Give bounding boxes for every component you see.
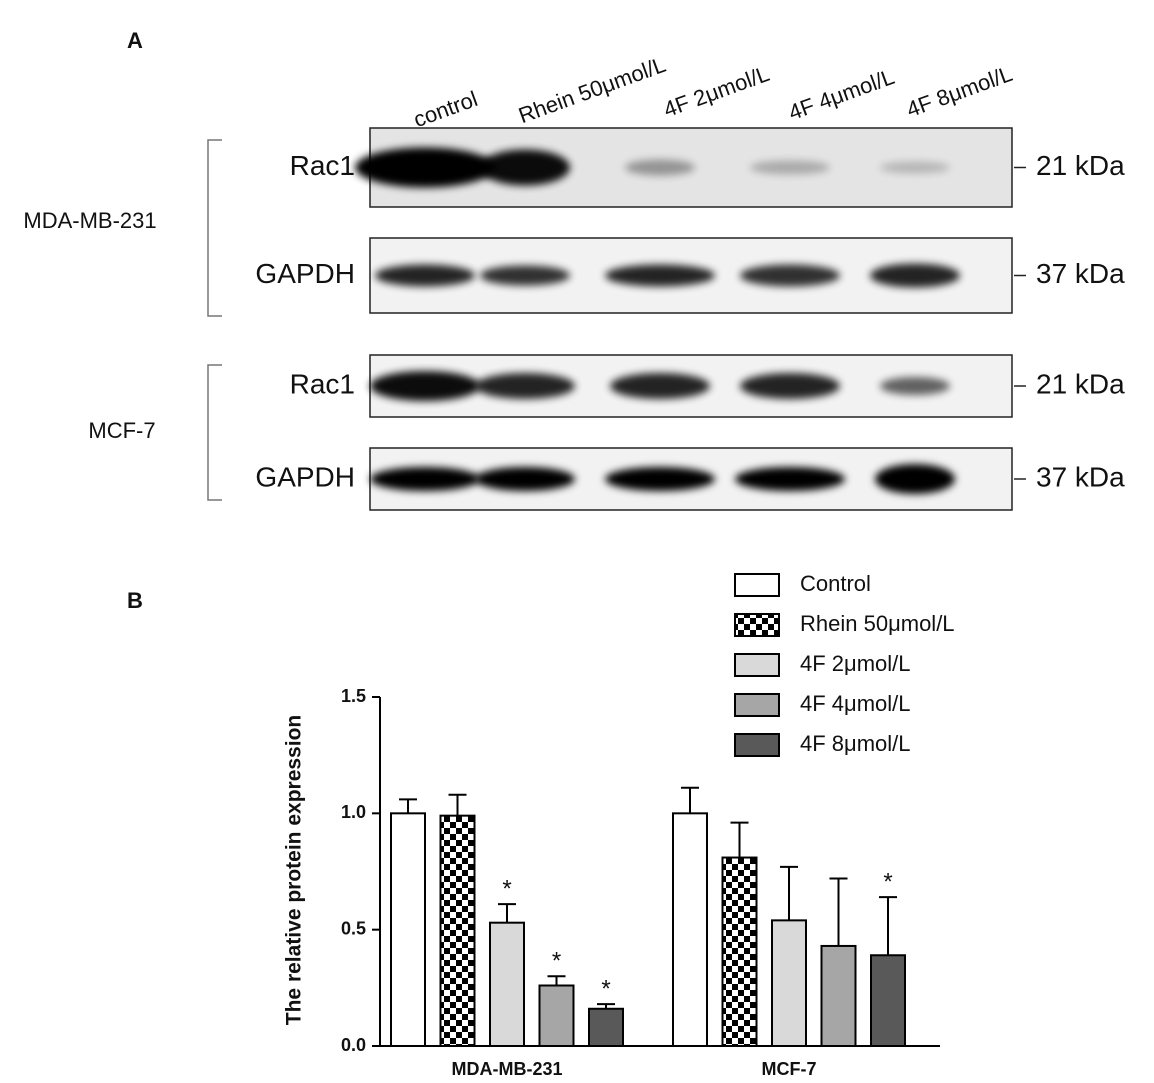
band	[880, 161, 950, 174]
band	[375, 264, 475, 287]
legend-swatch	[734, 733, 780, 757]
lane-label: Rhein 50μmol/L	[515, 52, 669, 128]
x-tick-label: MCF-7	[762, 1059, 817, 1079]
legend-label: Rhein 50μmol/L	[800, 611, 955, 636]
bar	[538, 984, 575, 1047]
cell-line-label: MDA-MB-231	[23, 208, 156, 233]
band	[605, 467, 715, 491]
band	[475, 373, 575, 399]
legend-swatch	[734, 573, 780, 597]
band	[875, 464, 955, 494]
legend-label: 4F 2μmol/L	[800, 651, 911, 676]
y-tick-label: 0.0	[341, 1035, 366, 1055]
legend-swatch	[734, 613, 780, 637]
significance-label: *	[552, 948, 561, 975]
band	[740, 264, 840, 287]
band	[370, 371, 480, 401]
protein-label: Rac1	[290, 368, 355, 399]
bar	[439, 814, 476, 1047]
band	[625, 159, 695, 176]
band	[740, 373, 840, 399]
band	[610, 373, 710, 399]
band	[880, 377, 950, 395]
band	[480, 149, 570, 186]
panel-label: A	[127, 28, 143, 53]
band	[355, 147, 495, 188]
band	[870, 263, 960, 288]
legend-swatch	[734, 653, 780, 677]
protein-label: GAPDH	[255, 258, 355, 289]
lane-label: control	[410, 86, 481, 132]
y-tick-label: 0.5	[341, 918, 366, 938]
significance-label: *	[601, 975, 610, 1002]
protein-label: Rac1	[290, 150, 355, 181]
bar	[588, 1007, 624, 1047]
cell-line-label: MCF-7	[88, 418, 155, 443]
bar	[870, 954, 906, 1048]
size-label: 21 kDa	[1036, 368, 1125, 399]
band	[605, 264, 715, 287]
bar	[489, 921, 525, 1047]
lane-label: 4F 8μmol/L	[903, 61, 1015, 122]
size-label: 21 kDa	[1036, 150, 1125, 181]
y-tick-label: 1.5	[341, 686, 366, 706]
legend-label: 4F 4μmol/L	[800, 691, 911, 716]
panel-label: B	[127, 588, 143, 613]
band	[475, 467, 575, 491]
legend-label: Control	[800, 571, 871, 596]
size-label: 37 kDa	[1036, 258, 1125, 289]
significance-label: *	[883, 868, 892, 895]
bar	[672, 812, 708, 1047]
x-tick-label: MDA-MB-231	[451, 1059, 562, 1079]
bracket	[207, 364, 222, 501]
band	[370, 467, 480, 491]
lane-label: 4F 2μmol/L	[660, 61, 772, 122]
bar	[721, 856, 758, 1047]
bracket	[207, 139, 222, 317]
bar	[390, 812, 426, 1047]
protein-label: GAPDH	[255, 461, 355, 492]
lane-label: 4F 4μmol/L	[785, 64, 897, 125]
y-tick-label: 1.0	[341, 802, 366, 822]
bar	[771, 919, 807, 1047]
significance-label: *	[502, 875, 511, 902]
band	[480, 265, 570, 286]
size-label: 37 kDa	[1036, 461, 1125, 492]
band	[735, 467, 845, 491]
bar	[820, 944, 857, 1047]
band	[750, 160, 830, 175]
legend-swatch	[734, 693, 780, 717]
legend-label: 4F 8μmol/L	[800, 731, 911, 756]
y-axis-title: The relative protein expression	[283, 715, 306, 1025]
